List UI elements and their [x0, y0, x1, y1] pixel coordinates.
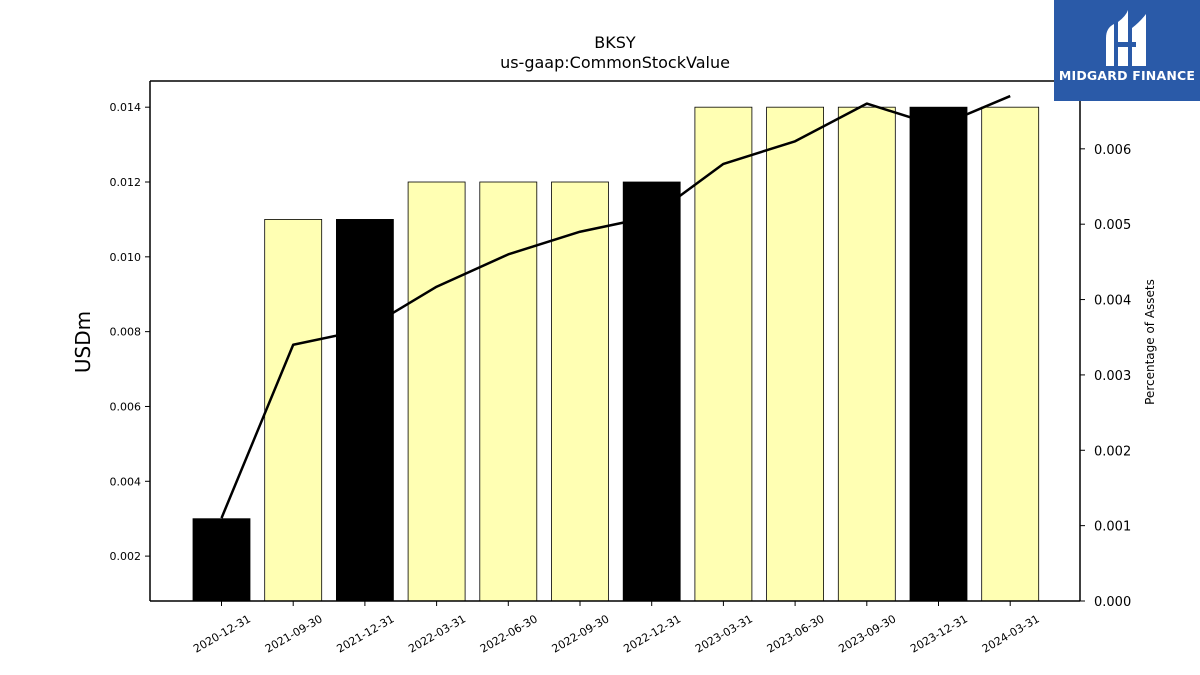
x-tick-label: 2023-03-31: [693, 612, 755, 655]
bar-2023-03-31: [694, 106, 753, 602]
bar-2022-03-31: [407, 181, 466, 602]
y2-tick-label: 0.003: [1094, 369, 1131, 384]
chart-subtitle: us-gaap:CommonStockValue: [500, 53, 730, 72]
bar-2022-12-31: [622, 181, 681, 602]
bar-2023-12-31: [909, 106, 968, 602]
midgard-finance-logo: MIDGARD FINANCE: [1054, 0, 1200, 101]
y-tick-label: 0.012: [110, 176, 142, 189]
bar-2022-09-30: [551, 181, 609, 602]
x-tick-label: 2021-09-30: [263, 612, 325, 655]
y2-tick-label: 0.002: [1094, 444, 1131, 459]
x-tick-label: 2023-06-30: [765, 612, 827, 655]
y2-axis-label: Percentage of Assets: [1143, 279, 1157, 405]
x-tick-label: 2023-12-31: [908, 612, 970, 655]
y-tick-label: 0.014: [110, 101, 142, 114]
x-tick-label: 2022-03-31: [406, 612, 468, 655]
y-tick-label: 0.002: [110, 550, 142, 563]
y-tick-label: 0.010: [110, 251, 142, 264]
y-axis-label: USDm: [71, 311, 95, 373]
chart-title: BKSY: [594, 33, 636, 52]
bar-2023-06-30: [766, 106, 824, 602]
y2-tick-label: 0.005: [1094, 218, 1131, 233]
y2-tick-label: 0.004: [1094, 294, 1131, 309]
bar-2021-09-30: [264, 219, 323, 602]
bar-2020-12-31: [192, 518, 251, 602]
y2-tick-label: 0.006: [1094, 143, 1131, 158]
x-tick-label: 2024-03-31: [980, 612, 1042, 655]
bar-2022-06-30: [479, 181, 538, 602]
y2-tick-label: 0.000: [1094, 595, 1131, 610]
x-tick-label: 2021-12-31: [335, 612, 397, 655]
logo-text: MIDGARD FINANCE: [1058, 68, 1196, 83]
y-tick-label: 0.008: [110, 326, 142, 339]
x-tick-label: 2022-12-31: [621, 612, 683, 655]
bar-2024-03-31: [981, 106, 1040, 602]
x-tick-label: 2022-09-30: [550, 612, 612, 655]
asset-percentage-line: [220, 94, 1011, 519]
y-tick-label: 0.004: [110, 475, 142, 488]
y2-tick-label: 0.001: [1094, 520, 1131, 535]
x-tick-label: 2023-09-30: [836, 612, 898, 655]
x-tick-label: 2022-06-30: [478, 612, 540, 655]
logo-mark-icon: [1106, 10, 1146, 66]
bar-2023-09-30: [837, 106, 896, 602]
x-tick-label: 2020-12-31: [191, 612, 253, 655]
y-tick-label: 0.006: [110, 400, 142, 413]
bar-2021-12-31: [335, 219, 394, 602]
